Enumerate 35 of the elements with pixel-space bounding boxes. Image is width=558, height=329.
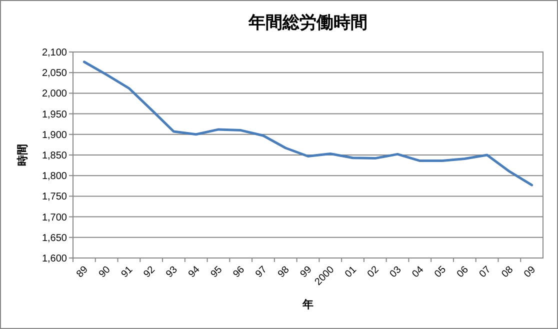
y-axis-title: 時間 (16, 144, 29, 166)
x-axis-title: 年 (302, 298, 314, 311)
x-tick-label: 07 (478, 264, 494, 280)
x-tick-label: 92 (142, 264, 158, 280)
x-tick-label: 99 (298, 264, 314, 280)
y-tick-label: 2,100 (42, 48, 68, 58)
x-tick-label: 90 (97, 264, 113, 280)
y-tick-label: 1,700 (42, 212, 68, 224)
x-tick-label: 95 (208, 264, 225, 280)
y-tick-label: 2,000 (42, 88, 68, 100)
chart-title: 年間総労働時間 (248, 13, 368, 32)
x-tick-label: 91 (119, 264, 136, 280)
x-tick-label: 98 (276, 264, 292, 280)
x-tick-label: 93 (164, 264, 180, 280)
x-tick-label: 04 (410, 264, 426, 280)
x-tick-label: 94 (186, 264, 203, 280)
y-tick-label: 1,950 (42, 109, 68, 120)
x-tick-label: 96 (231, 264, 248, 280)
x-tick-label: 03 (388, 264, 404, 280)
x-tick-label: 05 (432, 264, 449, 280)
y-tick-label: 1,750 (42, 192, 68, 203)
x-tick-label: 09 (522, 264, 538, 280)
x-tick-label: 08 (500, 264, 516, 280)
x-tick-label: 06 (455, 264, 472, 280)
y-tick-label: 1,850 (42, 150, 68, 162)
y-tick-label: 2,050 (42, 68, 68, 80)
x-tick-label: 02 (366, 264, 382, 280)
line-series (82, 60, 534, 186)
x-tick-label: 89 (74, 264, 91, 280)
y-tick-label: 1,600 (42, 254, 68, 264)
y-tick-label: 1,900 (42, 130, 68, 141)
y-tick-label: 1,650 (42, 232, 68, 244)
x-tick-label: 01 (343, 264, 360, 280)
y-tick-label: 1,800 (42, 171, 68, 182)
x-tick-label: 97 (254, 264, 270, 280)
